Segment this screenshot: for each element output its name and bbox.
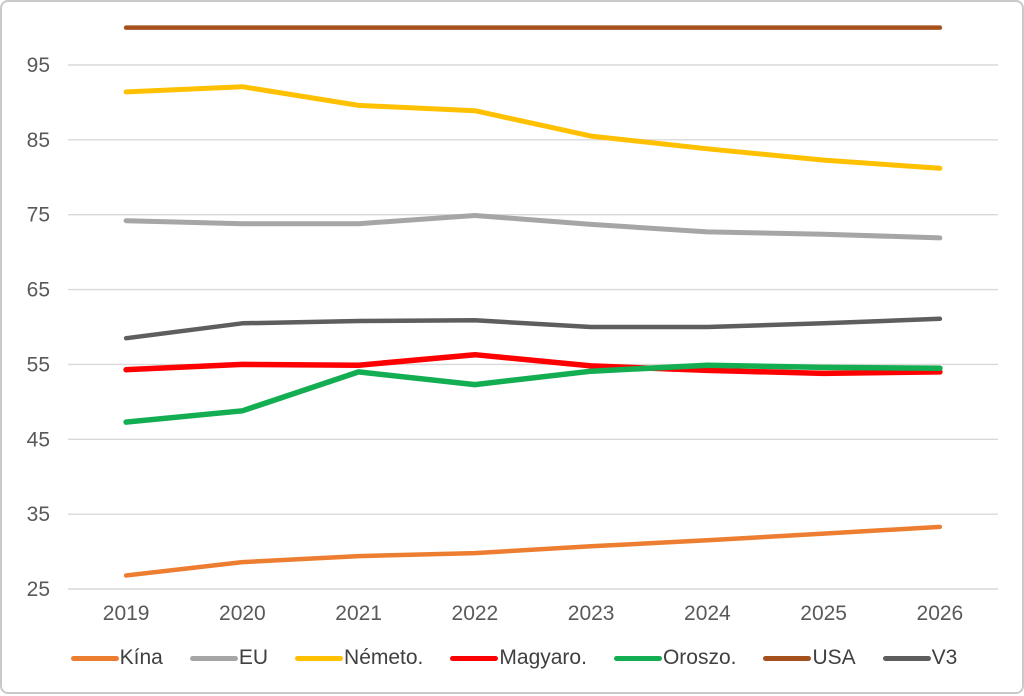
legend-swatch-v3 (882, 655, 931, 661)
legend-item-magyaro: Magyaro. (450, 646, 587, 670)
legend-label-usa: USA (812, 646, 856, 669)
legend-swatch-kina (70, 655, 119, 661)
legend-swatch-usa (763, 655, 812, 661)
legend-item-nemeto: Németo. (295, 646, 423, 670)
y-tick-label-65: 65 (27, 279, 50, 302)
y-tick-label-95: 95 (27, 54, 50, 77)
series-line-magyaro (123, 351, 943, 377)
series-line-kina (123, 524, 943, 578)
x-tick-label-2022: 2022 (452, 602, 499, 625)
x-tick-label-2024: 2024 (684, 602, 731, 625)
y-tick-label-35: 35 (27, 503, 50, 526)
y-tick-label-55: 55 (27, 353, 50, 376)
x-tick-label-2026: 2026 (917, 602, 964, 625)
series-line-nemeto (123, 84, 943, 171)
legend-swatch-eu (189, 655, 238, 661)
legend-label-magyaro: Magyaro. (499, 646, 587, 669)
x-tick-label-2023: 2023 (568, 602, 615, 625)
legend-item-eu: EU (189, 646, 269, 670)
legend-item-usa: USA (763, 646, 856, 670)
legend-item-kina: Kína (70, 646, 163, 670)
y-tick-label-45: 45 (27, 428, 50, 451)
legend-swatch-magyaro (450, 655, 499, 661)
legend-swatch-nemeto (295, 655, 344, 661)
x-tick-label-2021: 2021 (335, 602, 382, 625)
chart-legend: Kína EU Németo. Magyaro. Oroszo. USA V3 (2, 642, 1024, 674)
legend-label-oroszo: Oroszo. (662, 646, 737, 669)
y-tick-label-75: 75 (27, 204, 50, 227)
legend-item-oroszo: Oroszo. (613, 646, 737, 670)
series-line-eu (123, 213, 943, 241)
legend-item-v3: V3 (882, 646, 958, 670)
x-tick-label-2025: 2025 (800, 602, 847, 625)
legend-label-v3: V3 (931, 646, 958, 669)
x-tick-label-2020: 2020 (219, 602, 266, 625)
legend-label-eu: EU (238, 646, 269, 669)
y-tick-label-25: 25 (27, 578, 50, 601)
series-line-v3 (123, 316, 943, 341)
legend-swatch-oroszo (613, 655, 662, 661)
y-tick-label-85: 85 (27, 129, 50, 152)
legend-label-nemeto: Németo. (344, 646, 424, 669)
series-line-oroszo (123, 362, 943, 425)
legend-label-kina: Kína (119, 646, 163, 669)
x-tick-label-2019: 2019 (103, 602, 150, 625)
